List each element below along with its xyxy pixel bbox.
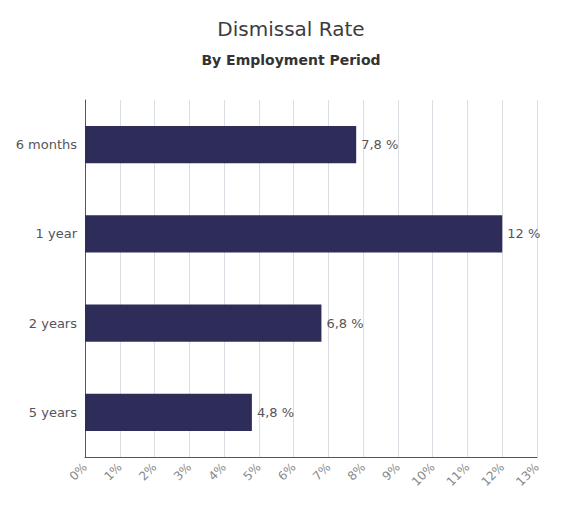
svg-text:12%: 12% bbox=[478, 460, 507, 489]
svg-text:7,8 %: 7,8 % bbox=[361, 137, 398, 152]
svg-text:4,8 %: 4,8 % bbox=[257, 405, 294, 420]
svg-text:12 %: 12 % bbox=[507, 226, 540, 241]
svg-text:7%: 7% bbox=[310, 460, 333, 483]
svg-text:5 years: 5 years bbox=[29, 405, 77, 420]
svg-text:6,8 %: 6,8 % bbox=[326, 316, 363, 331]
svg-text:3%: 3% bbox=[171, 460, 194, 483]
svg-text:1%: 1% bbox=[101, 460, 124, 483]
svg-text:0%: 0% bbox=[67, 460, 90, 483]
svg-text:2 years: 2 years bbox=[29, 316, 77, 331]
svg-text:13%: 13% bbox=[513, 460, 542, 489]
svg-text:8%: 8% bbox=[345, 460, 368, 483]
svg-text:1 year: 1 year bbox=[36, 226, 78, 241]
svg-text:6%: 6% bbox=[275, 460, 298, 483]
svg-text:9%: 9% bbox=[380, 460, 403, 483]
svg-text:11%: 11% bbox=[444, 460, 473, 489]
svg-text:6 months: 6 months bbox=[16, 137, 78, 152]
svg-text:Dismissal Rate: Dismissal Rate bbox=[217, 17, 364, 41]
svg-text:4%: 4% bbox=[206, 460, 229, 483]
svg-text:5%: 5% bbox=[240, 460, 263, 483]
svg-text:By Employment Period: By Employment Period bbox=[201, 52, 380, 68]
svg-text:2%: 2% bbox=[136, 460, 159, 483]
svg-text:10%: 10% bbox=[409, 460, 438, 489]
